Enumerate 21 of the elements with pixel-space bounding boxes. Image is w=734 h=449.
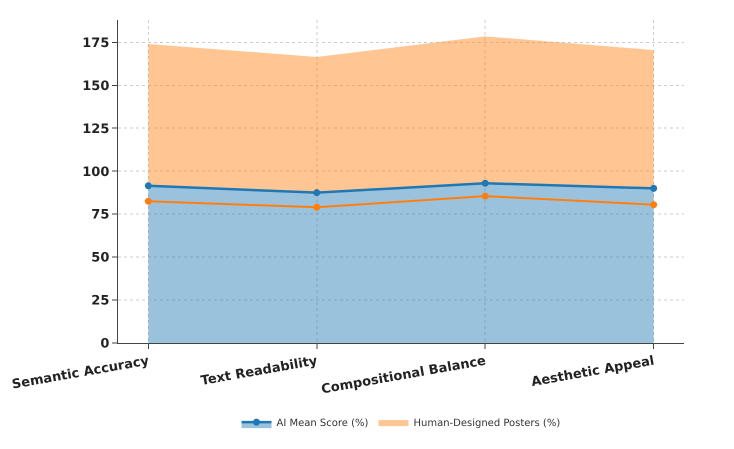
legend-label: Human-Designed Posters (%) — [413, 418, 560, 429]
y-tick-label: 150 — [82, 78, 110, 94]
y-tick-label: 100 — [82, 164, 110, 180]
point — [482, 192, 489, 200]
y-tick-label: 75 — [91, 208, 110, 223]
y-tick-label: 50 — [91, 250, 110, 266]
point — [313, 189, 320, 196]
y-tick-label: 125 — [82, 122, 110, 137]
point — [144, 198, 152, 205]
legend-label: AI Mean Score (%) — [276, 418, 368, 429]
x-tick-label: Aesthetic Appeal — [530, 354, 656, 390]
point — [650, 201, 658, 208]
x-tick-label: Text Readability — [200, 354, 320, 389]
x-tick-label: Semantic Accuracy — [10, 354, 151, 393]
y-tick-label: 25 — [91, 294, 110, 309]
point — [144, 182, 152, 190]
y-tick-label: 0 — [100, 336, 110, 352]
y-tick-label: 175 — [82, 36, 110, 51]
point — [313, 204, 320, 211]
point — [650, 184, 658, 192]
point — [482, 180, 489, 187]
